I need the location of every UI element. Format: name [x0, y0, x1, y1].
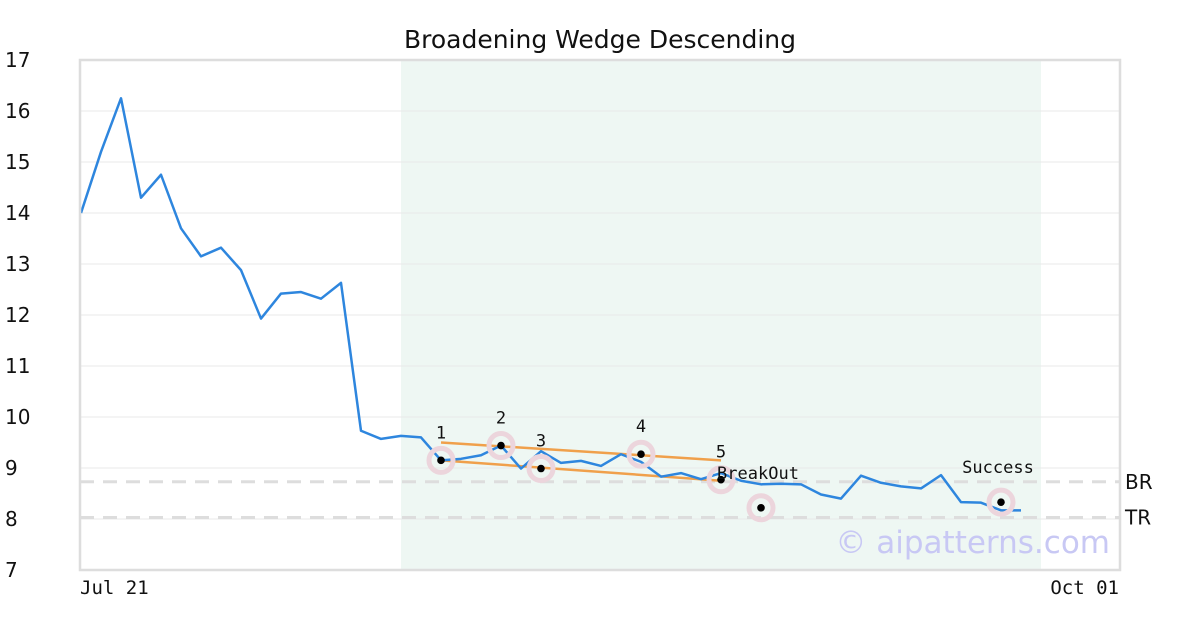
- marker-point: [717, 475, 725, 484]
- y-tick-label: 16: [5, 99, 30, 123]
- event-label: Success: [962, 458, 1034, 478]
- marker-point: [637, 450, 645, 459]
- watermark: © aipatterns.com: [835, 525, 1110, 561]
- y-tick-label: 15: [5, 150, 30, 174]
- marker-halo: [486, 431, 516, 461]
- y-tick-label: 13: [5, 252, 30, 276]
- marker-halo: [626, 439, 656, 469]
- marker-point: [997, 498, 1005, 506]
- pivot-label: 4: [636, 417, 646, 437]
- marker-halo: [526, 454, 556, 484]
- markers: [426, 431, 1016, 523]
- pivot-label: 2: [496, 409, 506, 429]
- trendline: [440, 459, 722, 482]
- marker-halo: [986, 487, 1016, 517]
- y-tick-label: 7: [5, 558, 18, 582]
- x-tick-label: Oct 01: [1050, 577, 1119, 599]
- marker-halo: [426, 445, 456, 475]
- grid: [80, 110, 1120, 520]
- y-tick-label: 11: [5, 354, 30, 378]
- pivot-label: 3: [536, 432, 546, 452]
- x-axis: Jul 21 Oct 01: [80, 577, 1119, 599]
- reference-lines: BR TR: [80, 470, 1153, 529]
- y-tick-label: 12: [5, 303, 30, 327]
- chart-title: Broadening Wedge Descending: [404, 25, 796, 54]
- price-line: [79, 97, 1021, 512]
- pivot-label: 5: [716, 443, 726, 463]
- pivot-label: 1: [436, 423, 446, 443]
- y-tick-label: 10: [5, 405, 30, 429]
- y-tick-label: 9: [5, 456, 18, 480]
- plot-frame: [78, 58, 1122, 572]
- event-label: BreakOut: [717, 464, 799, 484]
- y-tick-label: 14: [5, 201, 30, 225]
- marker-halo: [746, 493, 776, 523]
- y-tick-label: 8: [5, 507, 18, 531]
- x-tick-label: Jul 21: [80, 577, 149, 599]
- y-axis: 7 8 9 10 11 12 13 14 15 16 17: [5, 48, 30, 582]
- marker-point: [757, 503, 765, 512]
- marker-point: [497, 441, 505, 450]
- reference-label: BR: [1125, 470, 1153, 494]
- reference-label: TR: [1124, 505, 1151, 529]
- marker-point: [437, 456, 445, 465]
- y-tick-label: 17: [5, 48, 30, 72]
- marker-halo: [706, 465, 736, 495]
- marker-point: [537, 464, 545, 473]
